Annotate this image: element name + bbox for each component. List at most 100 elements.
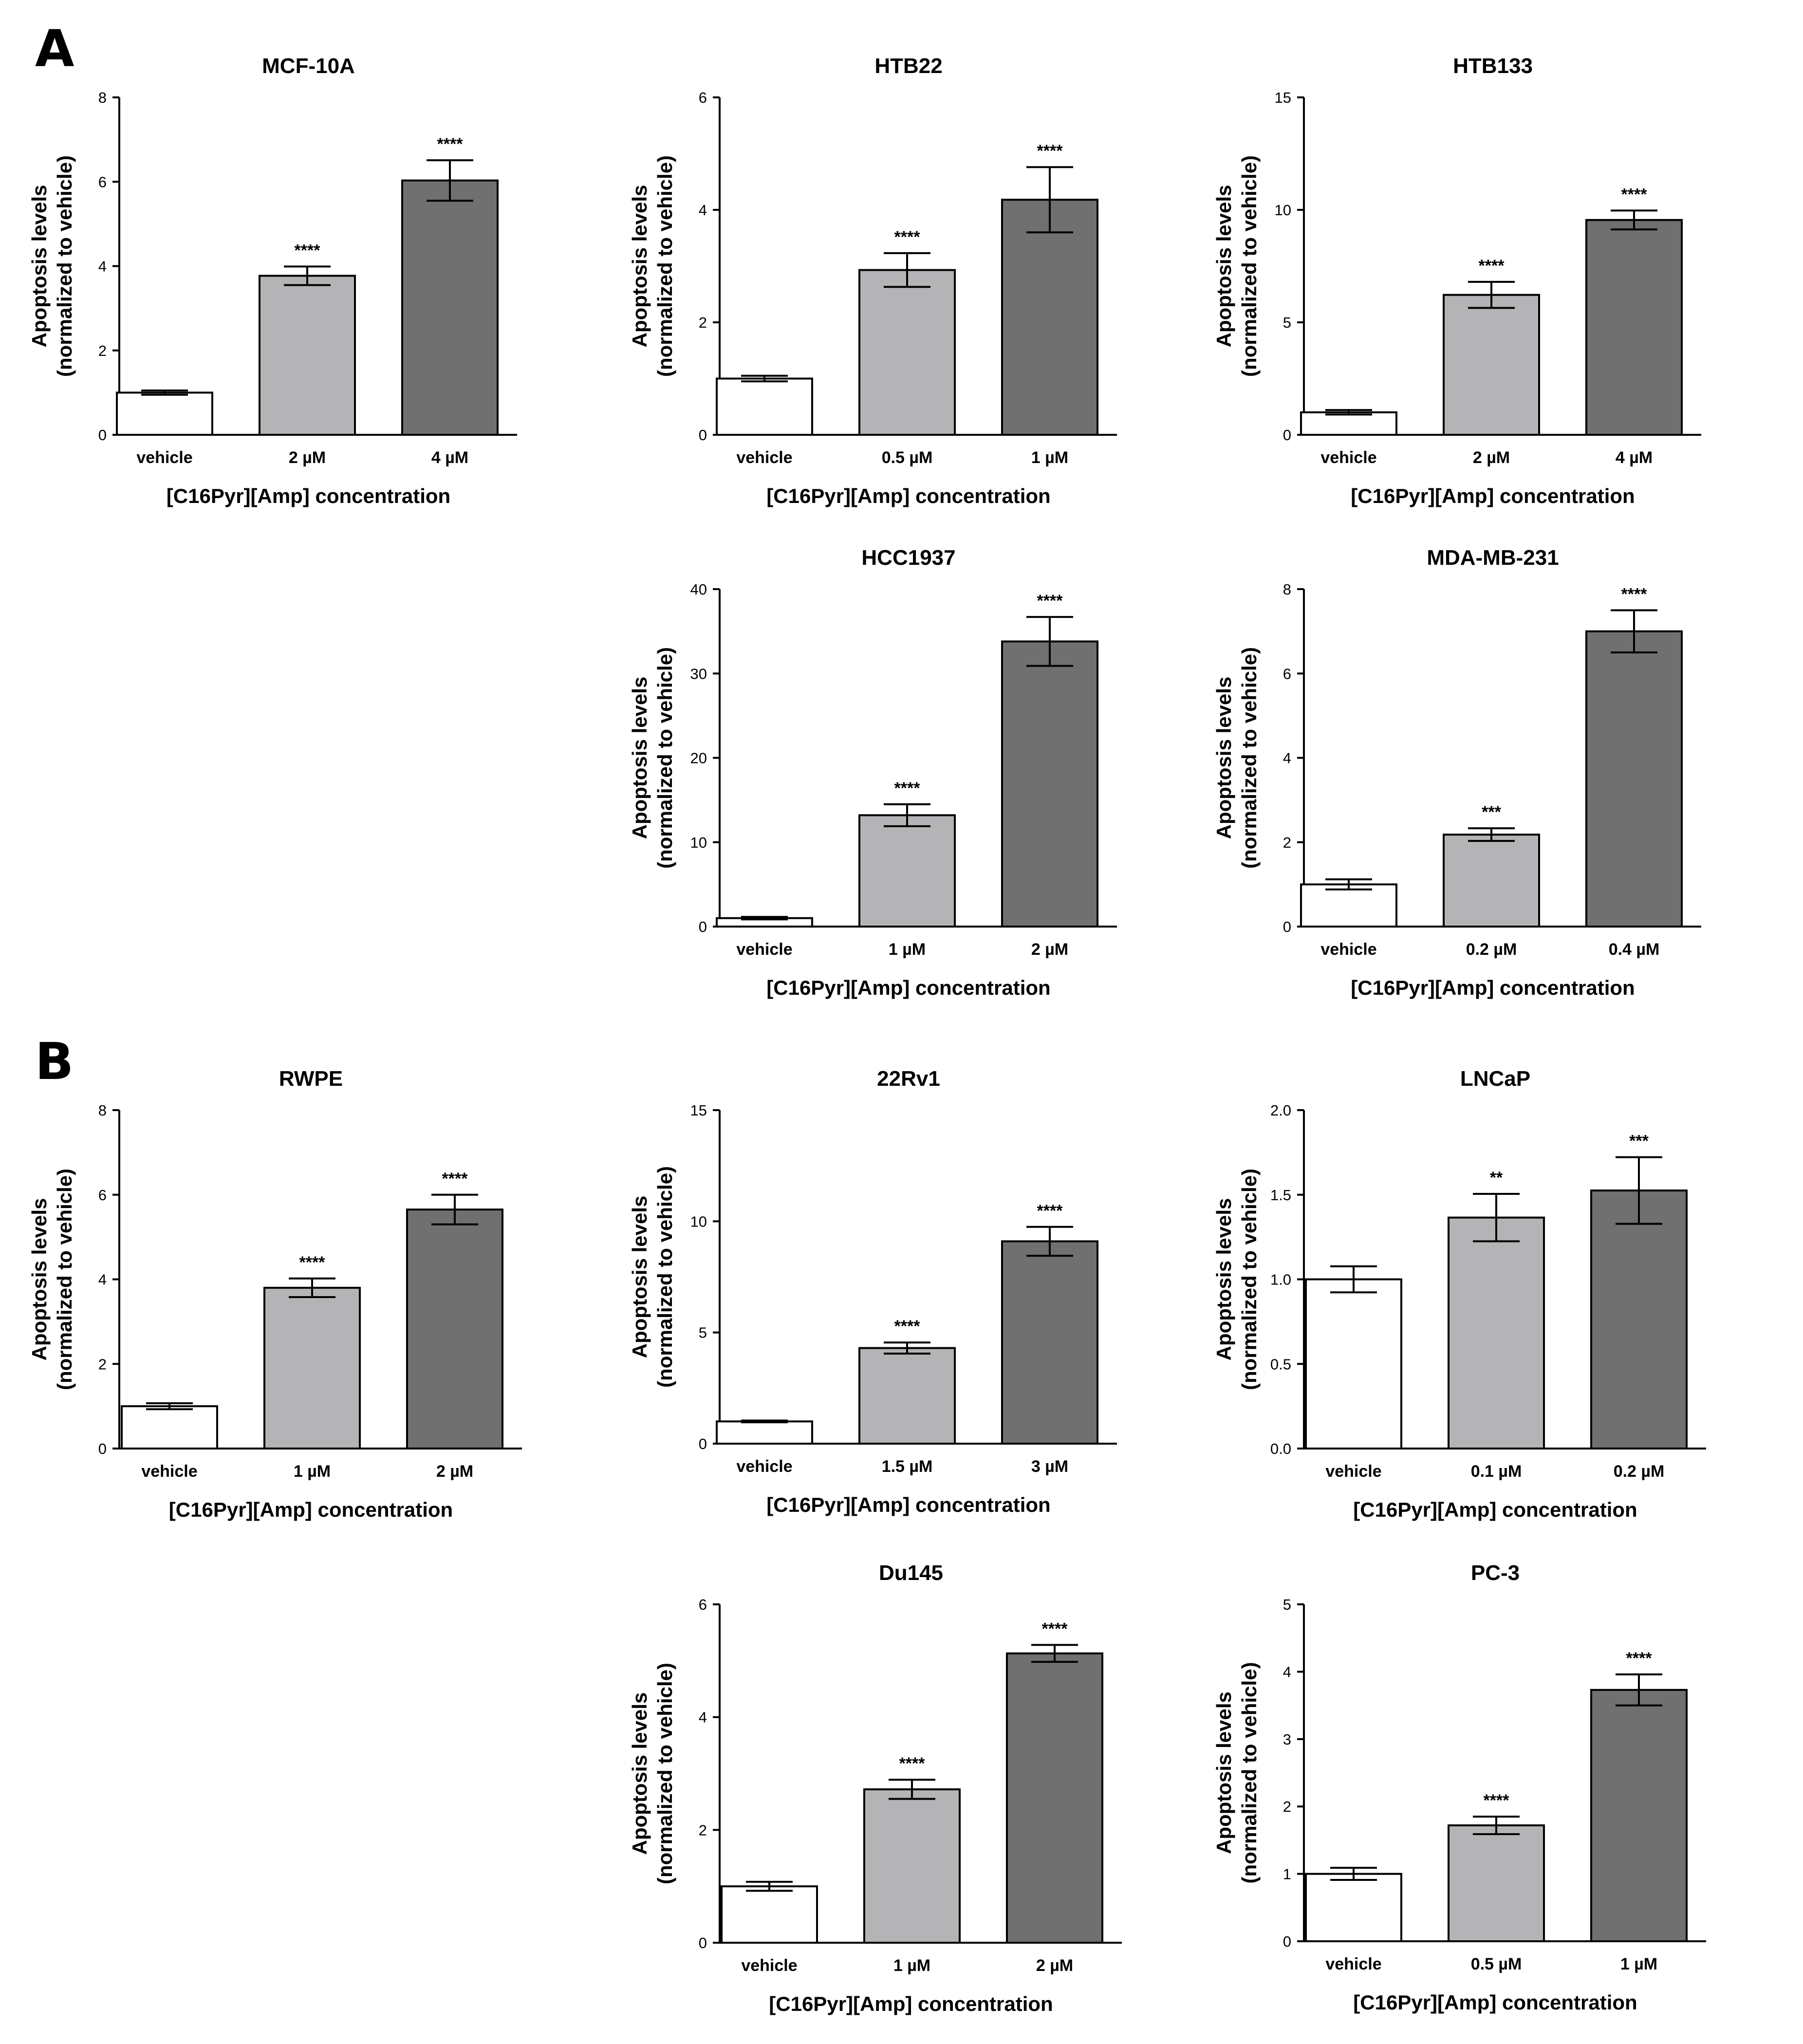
y-axis-label-line: (normalized to vehicle) bbox=[53, 1169, 76, 1390]
y-axis-label-line: (normalized to vehicle) bbox=[653, 155, 676, 377]
chart-22rv1: 22Rv1 0 5 10 15 Apoptosis levels (normalized t… bbox=[628, 1067, 1117, 1516]
x-tick-label: 0.5 µM bbox=[882, 448, 933, 467]
chart-mda-mb-231: MDA-MB-231 0 2 4 6 8 Apoptosis levels (normaliz… bbox=[1212, 546, 1701, 999]
bar bbox=[1443, 834, 1540, 928]
x-tick-label: 2 µM bbox=[436, 1462, 473, 1481]
y-axis-label: Apoptosis levels (normalized to vehicle) bbox=[1212, 155, 1261, 377]
x-tick-label: vehicle bbox=[736, 448, 792, 467]
x-tick-label: 2 µM bbox=[1036, 1956, 1073, 1975]
x-axis-label: [C16Pyr][Amp] concentration bbox=[1351, 484, 1635, 507]
y-axis-label: Apoptosis levels (normalized to vehicle) bbox=[28, 1169, 76, 1390]
y-axis-label-line: Apoptosis levels bbox=[1212, 185, 1235, 348]
bar bbox=[1300, 411, 1397, 436]
y-tick-label: 8 bbox=[98, 89, 107, 106]
y-tick-label: 8 bbox=[1283, 581, 1291, 598]
x-axis-label: [C16Pyr][Amp] concentration bbox=[766, 976, 1050, 999]
y-axis-label-line: Apoptosis levels bbox=[628, 1692, 651, 1855]
y-axis-label-line: (normalized to vehicle) bbox=[1238, 1169, 1261, 1390]
y-tick-label: 0.0 bbox=[1270, 1440, 1291, 1457]
y-tick-label: 1.0 bbox=[1270, 1271, 1291, 1288]
bar bbox=[259, 275, 356, 436]
x-tick-label: 1 µM bbox=[1620, 1955, 1657, 1973]
significance-label: **** bbox=[1621, 185, 1648, 204]
bar bbox=[1001, 199, 1098, 436]
y-tick-label: 4 bbox=[1283, 1663, 1291, 1680]
y-axis-label-line: (normalized to vehicle) bbox=[1238, 1662, 1261, 1883]
chart-title: RWPE bbox=[279, 1067, 343, 1091]
bar bbox=[858, 814, 956, 928]
y-axis-label-line: Apoptosis levels bbox=[28, 1198, 51, 1361]
significance-label: *** bbox=[1629, 1132, 1649, 1151]
y-axis-label-line: Apoptosis levels bbox=[628, 185, 651, 348]
y-axis-label-line: Apoptosis levels bbox=[28, 185, 51, 348]
y-axis-label-line: (normalized to vehicle) bbox=[53, 155, 76, 377]
y-tick-label: 0.5 bbox=[1270, 1356, 1291, 1373]
y-axis-label: Apoptosis levels (normalized to vehicle) bbox=[628, 647, 676, 869]
x-tick-label: 1 µM bbox=[294, 1462, 331, 1481]
x-tick-label: vehicle bbox=[136, 448, 192, 467]
x-axis-label: [C16Pyr][Amp] concentration bbox=[769, 1992, 1053, 2015]
y-tick-label: 4 bbox=[699, 1709, 707, 1726]
panel-label-a: A bbox=[35, 19, 74, 78]
y-tick-label: 2 bbox=[699, 314, 707, 331]
chart-title: HTB22 bbox=[874, 54, 942, 78]
bar bbox=[716, 377, 813, 436]
bar bbox=[1443, 294, 1540, 436]
bar bbox=[858, 1347, 956, 1445]
chart-title: 22Rv1 bbox=[877, 1067, 940, 1091]
chart-hcc1937: HCC1937 0 10 20 30 40 Apoptosis levels (normali… bbox=[628, 546, 1117, 999]
bar bbox=[721, 1885, 818, 1944]
y-tick-label: 15 bbox=[1275, 89, 1291, 106]
bar bbox=[858, 269, 956, 436]
y-tick-label: 0 bbox=[98, 427, 107, 444]
x-tick-label: vehicle bbox=[141, 1462, 197, 1481]
chart-title: HCC1937 bbox=[861, 546, 955, 570]
bar bbox=[1590, 1189, 1688, 1449]
significance-label: **** bbox=[894, 1317, 921, 1336]
y-axis-label-line: Apoptosis levels bbox=[628, 1196, 651, 1358]
significance-label: ** bbox=[1490, 1169, 1503, 1187]
y-tick-label: 2 bbox=[1283, 834, 1291, 851]
y-tick-label: 20 bbox=[690, 750, 707, 767]
bar bbox=[863, 1788, 961, 1944]
y-tick-label: 0 bbox=[699, 918, 707, 935]
bar bbox=[401, 179, 499, 436]
x-tick-label: 0.2 µM bbox=[1466, 940, 1517, 959]
x-tick-label: vehicle bbox=[1325, 1462, 1381, 1481]
y-tick-label: 4 bbox=[98, 258, 107, 275]
significance-label: **** bbox=[1037, 142, 1063, 160]
x-tick-label: 2 µM bbox=[1473, 448, 1510, 467]
y-axis-label-line: (normalized to vehicle) bbox=[653, 1166, 676, 1388]
x-tick-label: 3 µM bbox=[1031, 1457, 1068, 1476]
y-tick-label: 0 bbox=[699, 1435, 707, 1452]
bar bbox=[1448, 1216, 1545, 1450]
y-tick-label: 4 bbox=[699, 202, 707, 219]
chart-title: PC-3 bbox=[1471, 1561, 1520, 1585]
x-axis-label: [C16Pyr][Amp] concentration bbox=[766, 484, 1050, 507]
significance-label: **** bbox=[437, 135, 464, 153]
y-tick-label: 10 bbox=[690, 834, 707, 851]
y-tick-label: 0 bbox=[699, 1934, 707, 1951]
bar bbox=[1305, 1873, 1402, 1943]
y-tick-label: 6 bbox=[98, 173, 107, 190]
significance-label: **** bbox=[295, 241, 321, 260]
y-tick-label: 4 bbox=[1283, 750, 1291, 767]
y-tick-label: 0 bbox=[1283, 918, 1291, 935]
y-tick-label: 0 bbox=[98, 1440, 107, 1457]
chart-pc-3: PC-3 0 1 2 3 4 5 Apoptosis levels (normalized to… bbox=[1212, 1561, 1706, 2014]
y-axis-label-line: (normalized to vehicle) bbox=[1238, 155, 1261, 377]
x-tick-label: 0.1 µM bbox=[1471, 1462, 1522, 1481]
x-tick-label: 1 µM bbox=[889, 940, 926, 959]
y-tick-label: 4 bbox=[98, 1271, 107, 1288]
chart-title: HTB133 bbox=[1453, 54, 1533, 78]
x-tick-label: 1 µM bbox=[893, 1956, 930, 1975]
y-tick-label: 10 bbox=[690, 1213, 707, 1230]
x-tick-label: 1.5 µM bbox=[882, 1457, 933, 1476]
y-tick-label: 3 bbox=[1283, 1731, 1291, 1748]
y-tick-label: 0 bbox=[699, 427, 707, 444]
x-axis-label: [C16Pyr][Amp] concentration bbox=[1353, 1991, 1637, 2014]
significance-label: **** bbox=[894, 228, 921, 246]
significance-label: **** bbox=[1037, 1202, 1063, 1220]
y-tick-label: 40 bbox=[690, 581, 707, 598]
